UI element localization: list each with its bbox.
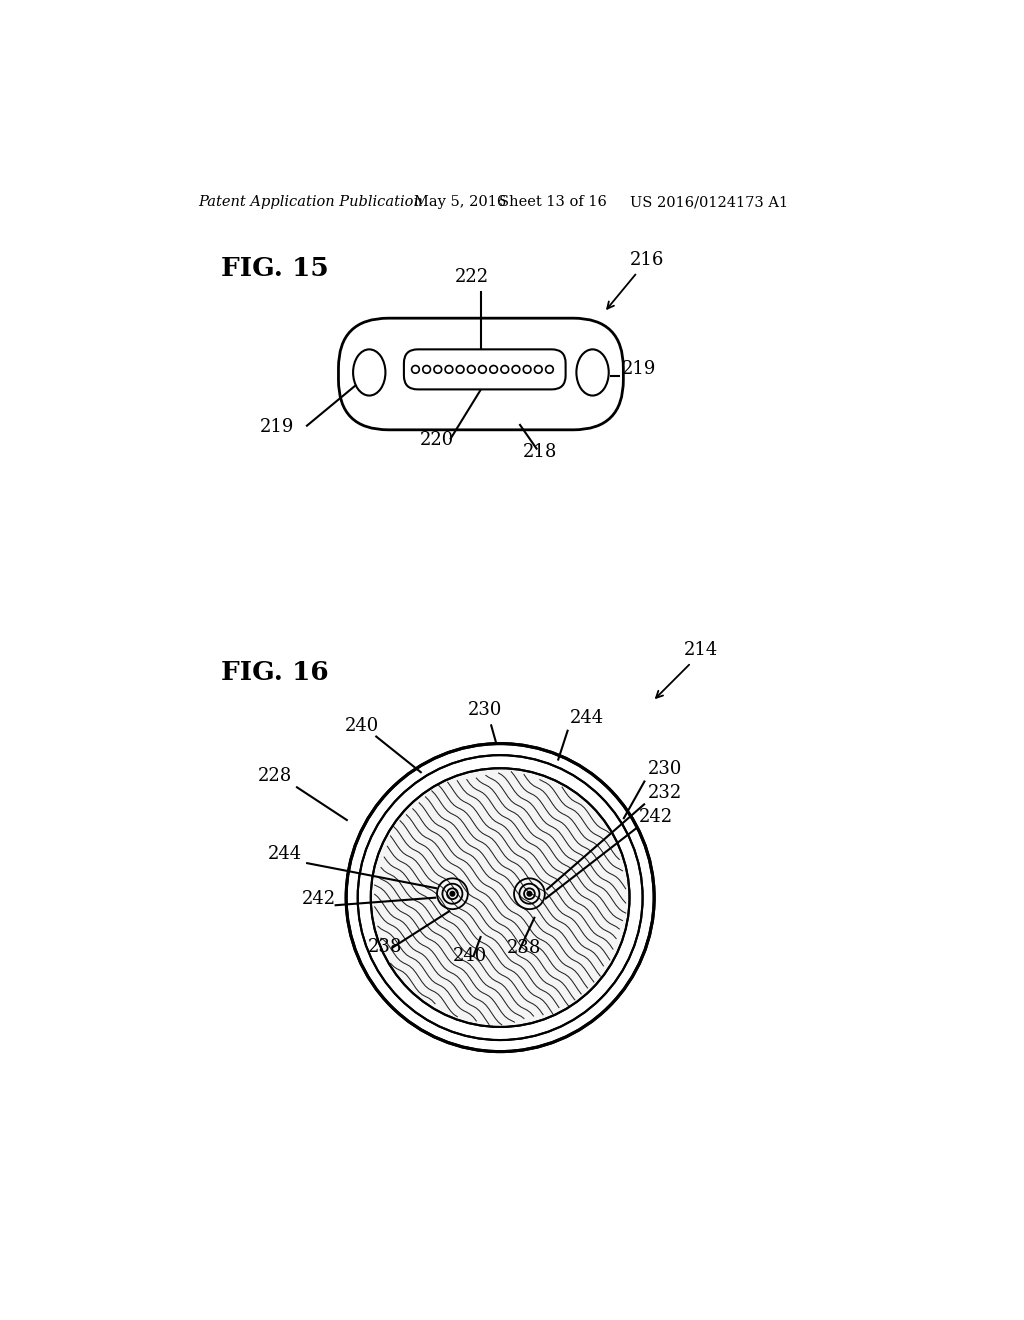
Text: 240: 240 — [453, 946, 486, 965]
Text: 242: 242 — [639, 808, 673, 826]
Text: US 2016/0124173 A1: US 2016/0124173 A1 — [630, 195, 787, 210]
Text: 220: 220 — [420, 430, 455, 449]
Text: May 5, 2016: May 5, 2016 — [414, 195, 506, 210]
FancyBboxPatch shape — [339, 318, 624, 430]
Text: FIG. 16: FIG. 16 — [221, 660, 329, 685]
Text: 216: 216 — [630, 251, 664, 269]
Circle shape — [457, 366, 464, 374]
Text: 230: 230 — [468, 701, 502, 719]
Text: Sheet 13 of 16: Sheet 13 of 16 — [499, 195, 606, 210]
Circle shape — [478, 366, 486, 374]
Circle shape — [434, 366, 441, 374]
Text: 232: 232 — [648, 784, 682, 801]
Circle shape — [535, 366, 542, 374]
Circle shape — [527, 891, 531, 896]
Text: 219: 219 — [622, 360, 656, 378]
Circle shape — [445, 366, 453, 374]
Text: Patent Application Publication: Patent Application Publication — [199, 195, 423, 210]
Text: 244: 244 — [569, 709, 603, 727]
Ellipse shape — [353, 350, 385, 396]
Circle shape — [451, 891, 455, 896]
Text: FIG. 15: FIG. 15 — [221, 256, 329, 281]
Circle shape — [423, 366, 430, 374]
Text: 242: 242 — [301, 890, 336, 908]
Text: 238: 238 — [368, 937, 402, 956]
Text: 218: 218 — [523, 444, 557, 461]
Text: 214: 214 — [683, 642, 718, 659]
Text: 222: 222 — [455, 268, 488, 285]
Circle shape — [546, 366, 553, 374]
Circle shape — [346, 743, 654, 1052]
Text: 240: 240 — [345, 717, 379, 734]
FancyBboxPatch shape — [403, 350, 565, 389]
Circle shape — [357, 755, 643, 1040]
Circle shape — [412, 366, 419, 374]
Circle shape — [467, 366, 475, 374]
Text: 219: 219 — [260, 417, 294, 436]
Circle shape — [371, 768, 630, 1027]
Text: 230: 230 — [648, 760, 682, 779]
Circle shape — [501, 366, 509, 374]
Text: 238: 238 — [506, 939, 541, 957]
Circle shape — [512, 876, 547, 911]
Circle shape — [435, 876, 470, 911]
Text: 244: 244 — [267, 845, 302, 863]
Text: 228: 228 — [258, 767, 292, 784]
Circle shape — [523, 366, 531, 374]
Circle shape — [489, 366, 498, 374]
Ellipse shape — [577, 350, 608, 396]
Circle shape — [512, 366, 520, 374]
